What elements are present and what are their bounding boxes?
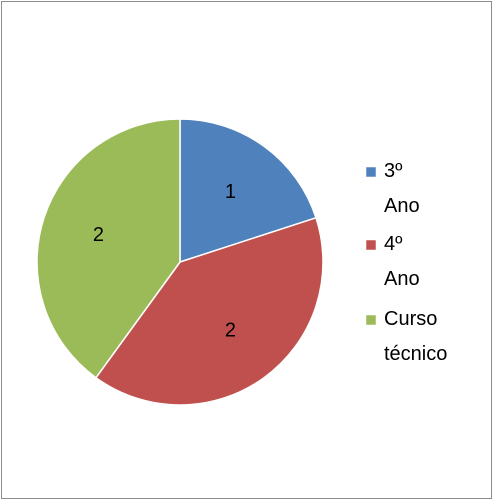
pie-slice [179, 118, 317, 264]
legend-marker [365, 239, 377, 251]
legend-label: 4º Ano [384, 233, 420, 290]
pie-slice [94, 216, 324, 406]
legend-marker [365, 314, 377, 326]
pie-slice [36, 118, 181, 379]
legend-label: 3º Ano [384, 160, 420, 217]
data-label: 1 [225, 181, 236, 203]
legend-label: Curso técnico [384, 308, 447, 365]
data-label: 2 [225, 320, 236, 342]
legend-marker [365, 166, 377, 178]
data-label: 2 [93, 224, 104, 246]
